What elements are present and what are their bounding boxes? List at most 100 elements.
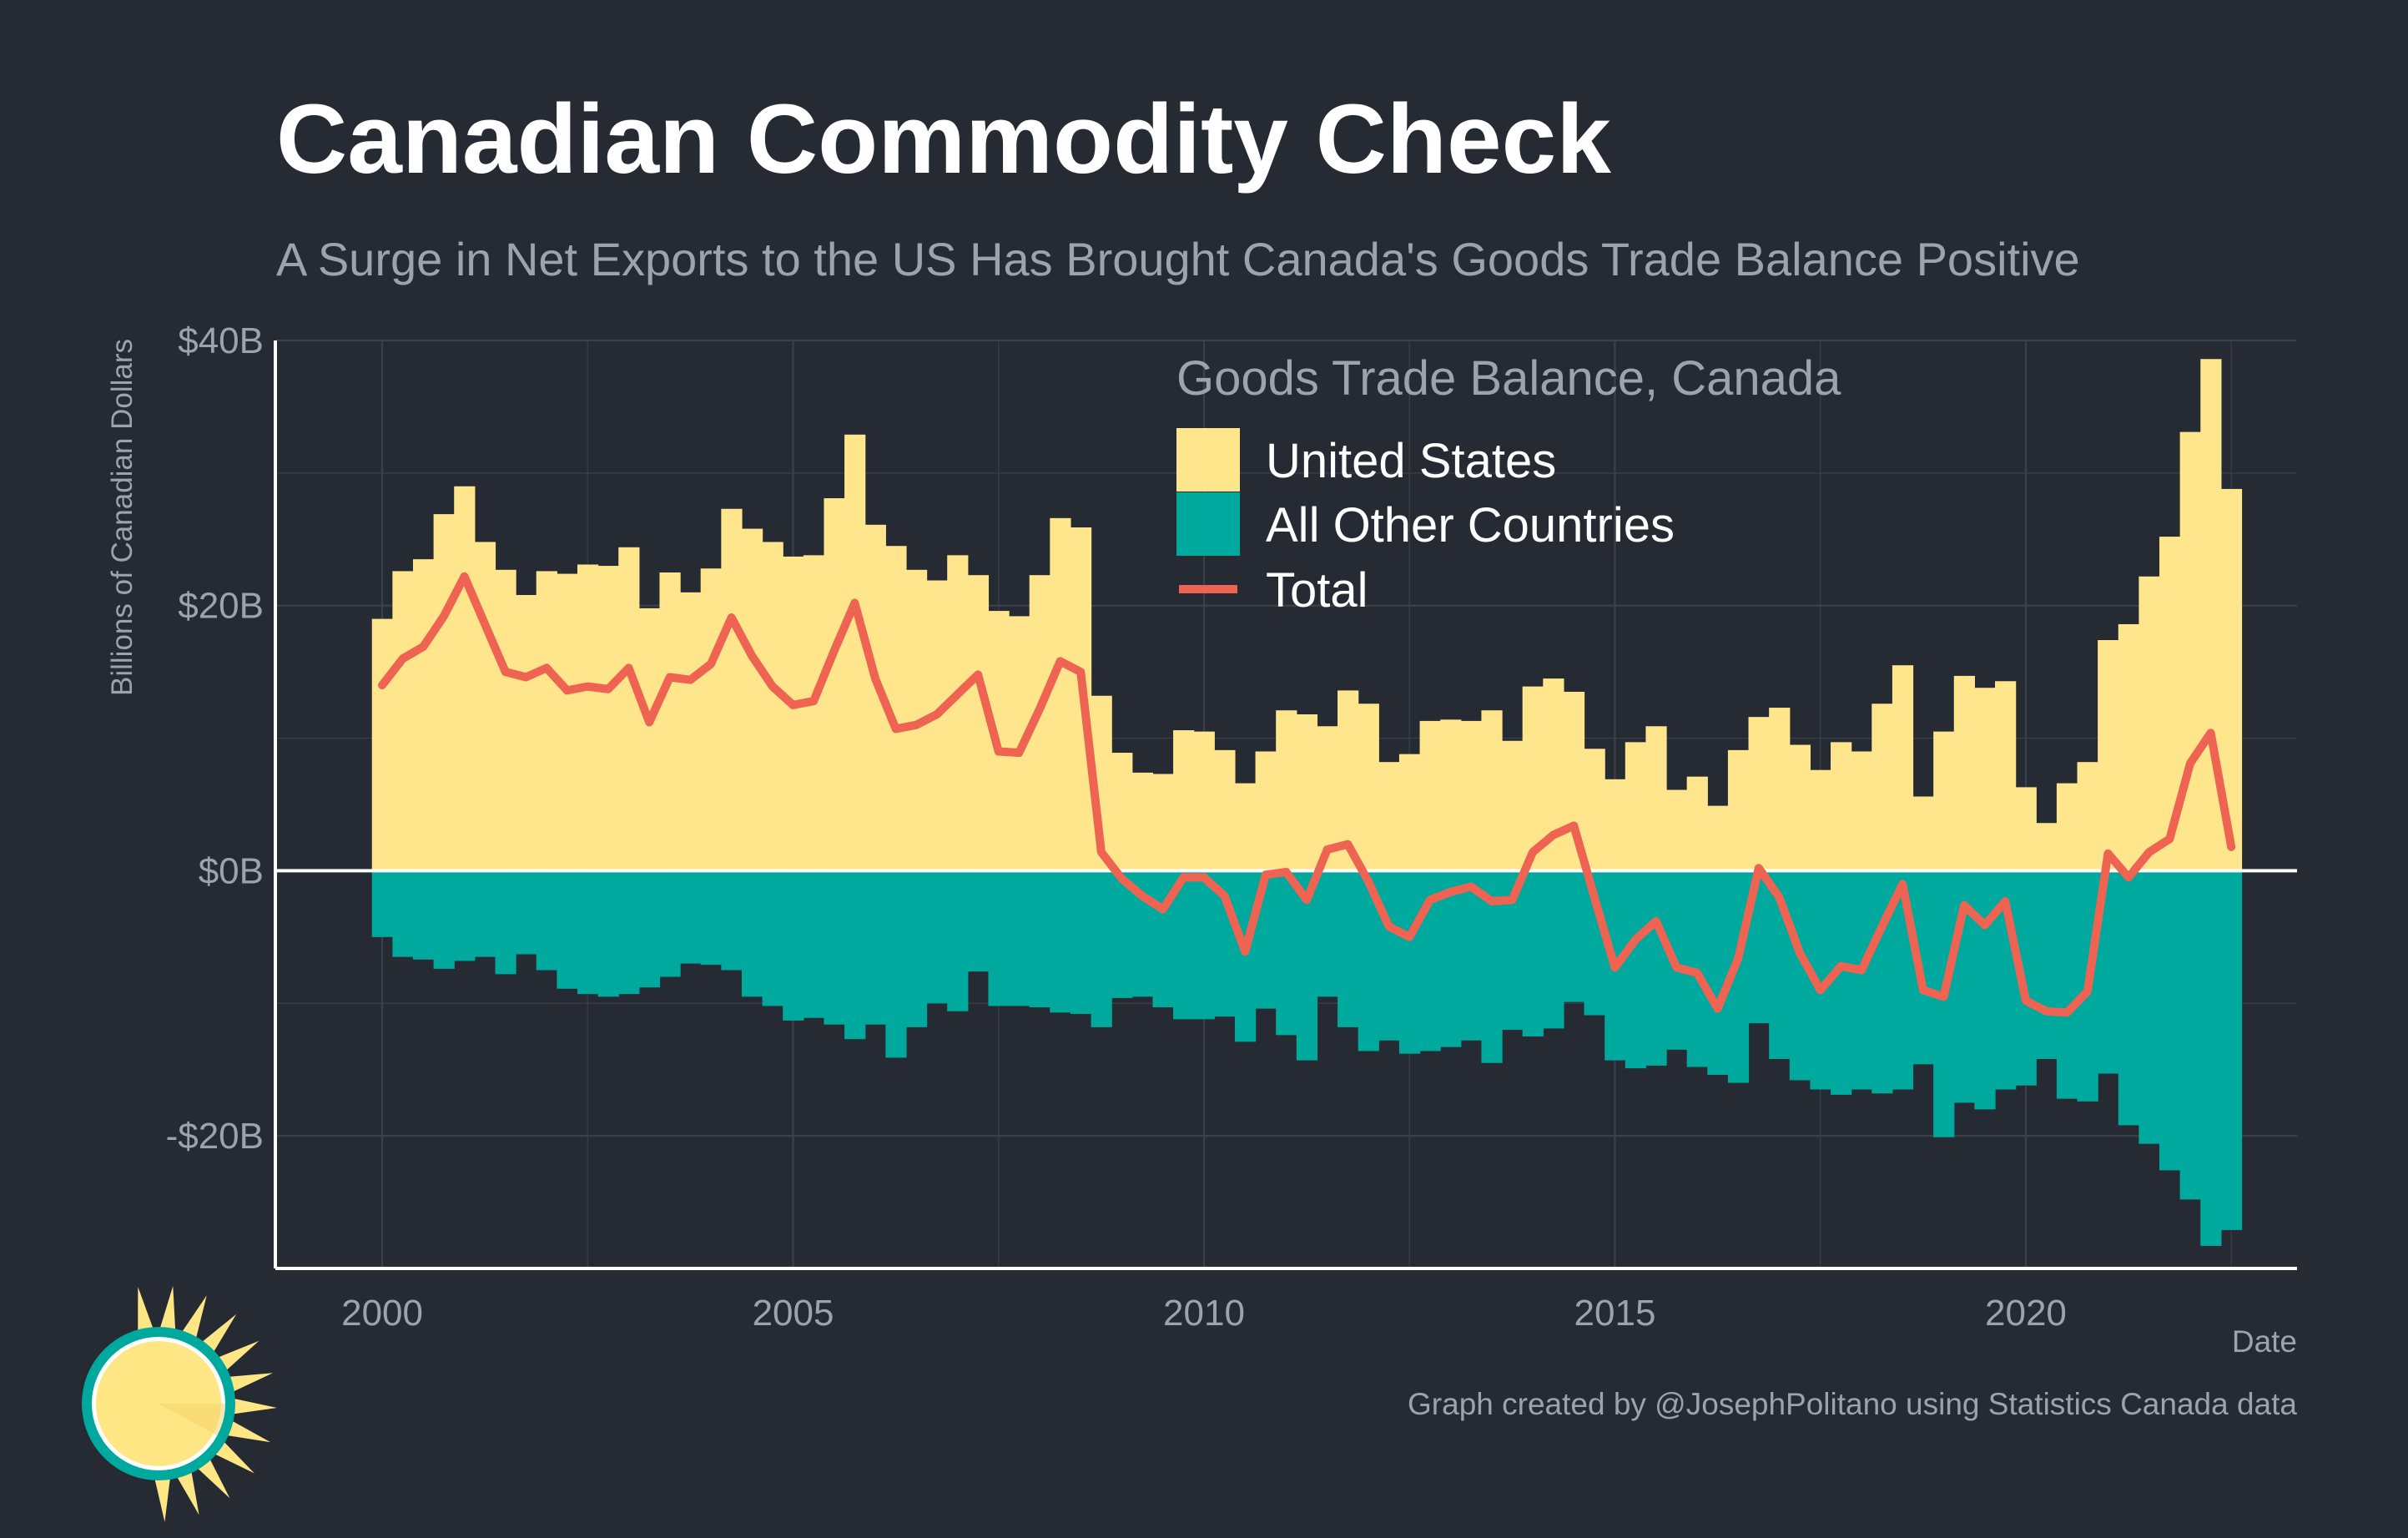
- legend-swatch-other: [1176, 492, 1240, 556]
- us-bar: [1810, 769, 1831, 871]
- us-bar: [1296, 714, 1318, 871]
- other-bar: [988, 870, 1010, 1006]
- other-bar: [2118, 870, 2139, 1126]
- sun-ray: [226, 1373, 274, 1393]
- other-bar: [2159, 870, 2181, 1171]
- other-bar: [741, 870, 763, 997]
- y-tick-label: $40B: [178, 320, 264, 361]
- us-bar: [474, 542, 496, 871]
- us-bar: [618, 547, 640, 871]
- us-bar: [1645, 726, 1667, 871]
- other-bar: [905, 870, 928, 1027]
- other-bar: [1522, 870, 1544, 1036]
- us-bar: [1522, 686, 1544, 871]
- sun-ray: [213, 1440, 254, 1474]
- us-bar: [433, 514, 455, 871]
- us-bar: [721, 508, 743, 871]
- us-bar: [1871, 703, 1893, 871]
- other-bar: [536, 870, 557, 971]
- us-bar: [844, 434, 866, 871]
- us-bar: [1974, 688, 1996, 871]
- other-bar: [1789, 870, 1811, 1081]
- other-bar: [557, 870, 578, 989]
- other-bar: [1050, 870, 1071, 1013]
- us-bar: [1789, 744, 1811, 871]
- us-bar: [700, 568, 722, 871]
- other-bar: [1070, 870, 1092, 1014]
- sun-ray: [224, 1419, 271, 1443]
- x-tick-label: 2005: [753, 1293, 834, 1334]
- x-tick-label: 2020: [1985, 1293, 2067, 1334]
- us-bar: [1892, 665, 1914, 871]
- us-bar: [1255, 751, 1277, 871]
- other-bar: [597, 870, 619, 997]
- other-bar: [1645, 870, 1667, 1066]
- us-bar: [926, 580, 948, 871]
- other-bar: [803, 870, 825, 1018]
- x-tick-label: 2015: [1574, 1293, 1656, 1334]
- us-bar: [741, 528, 763, 871]
- sun-ray: [138, 1287, 154, 1334]
- us-bar: [536, 571, 557, 871]
- us-bar: [1193, 731, 1215, 871]
- other-bar: [454, 870, 476, 961]
- us-bar: [762, 542, 783, 871]
- us-bar: [824, 498, 845, 871]
- us-bar: [638, 608, 661, 871]
- other-bar: [2138, 870, 2160, 1144]
- other-bar: [1625, 870, 1647, 1069]
- other-bar: [1009, 870, 1030, 1006]
- other-bar: [1234, 870, 1257, 1042]
- us-bar: [1769, 708, 1791, 871]
- sun-ray: [175, 1469, 199, 1515]
- sun-ray: [154, 1475, 171, 1522]
- us-bar: [2138, 576, 2160, 871]
- other-bar: [1091, 870, 1112, 1027]
- other-bar: [947, 870, 969, 1011]
- x-tick-label: 2010: [1163, 1293, 1245, 1334]
- us-bar: [516, 595, 537, 871]
- y-tick-label: $20B: [178, 586, 264, 627]
- other-bar: [1933, 870, 1955, 1137]
- us-bar: [1707, 805, 1729, 871]
- other-bar: [1707, 870, 1729, 1076]
- other-bar: [783, 870, 804, 1021]
- us-bar: [967, 575, 990, 871]
- other-bar: [433, 870, 455, 969]
- other-bar: [495, 870, 516, 975]
- us-bar: [2098, 640, 2119, 871]
- us-bar: [1502, 740, 1524, 871]
- y-axis-label: Billions of Canadian Dollars: [106, 339, 139, 696]
- other-bar: [1378, 870, 1400, 1041]
- us-bar: [1214, 749, 1236, 871]
- legend-label-us: United States: [1266, 434, 1556, 488]
- y-tick-label: $0B: [199, 850, 264, 891]
- legend: Goods Trade Balance, Canada United State…: [1176, 351, 1841, 618]
- other-bar: [392, 870, 414, 957]
- us-bar: [1727, 749, 1750, 871]
- us-bar: [557, 573, 578, 871]
- us-bar: [1481, 710, 1503, 871]
- us-bar: [659, 572, 681, 871]
- us-bar: [1276, 710, 1297, 871]
- us-bar: [1398, 754, 1421, 871]
- us-bar: [1953, 675, 1976, 871]
- us-bar: [1111, 753, 1133, 871]
- united-states-bars: [371, 359, 2243, 871]
- other-bar: [1111, 870, 1133, 998]
- legend-swatch-us: [1176, 428, 1240, 492]
- other-bar: [659, 870, 681, 977]
- other-bar: [618, 870, 640, 995]
- us-bar: [1748, 717, 1770, 871]
- other-bar: [371, 870, 393, 937]
- us-bar: [2118, 623, 2139, 871]
- us-bar: [2015, 787, 2037, 871]
- other-bar: [2200, 870, 2222, 1246]
- other-bar: [721, 870, 743, 971]
- us-bar: [680, 592, 702, 871]
- us-bar: [371, 618, 393, 871]
- sun-logo-icon: [82, 1286, 277, 1522]
- chart-title: Canadian Commodity Check: [276, 84, 1611, 194]
- us-bar: [1050, 517, 1071, 871]
- chart-subtitle: A Surge in Net Exports to the US Has Bro…: [276, 233, 2080, 285]
